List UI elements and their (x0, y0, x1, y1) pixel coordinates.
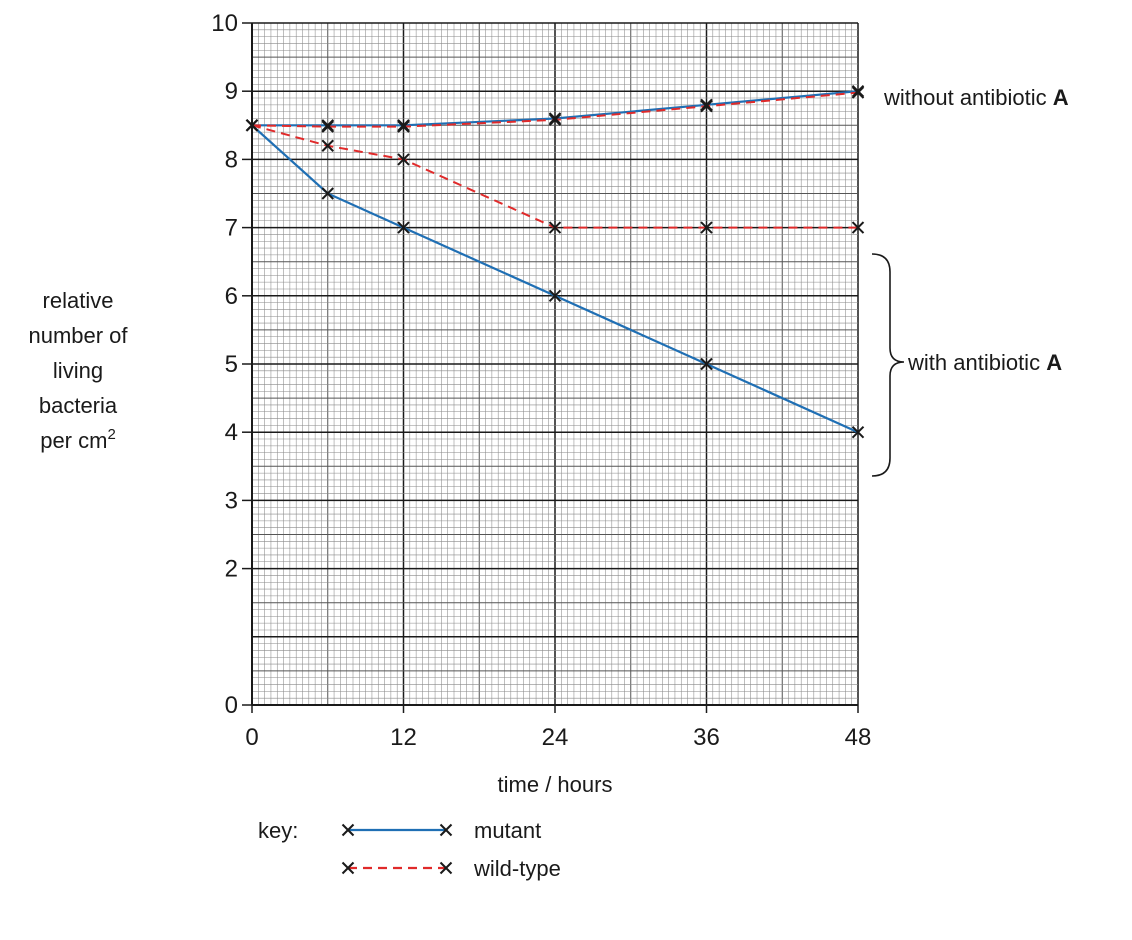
y-tick-label: 9 (225, 78, 238, 105)
data-point-mutant (700, 357, 713, 371)
x-tick-label: 36 (693, 724, 720, 751)
series (245, 84, 865, 439)
annotation-without-antibiotic: without antibiotic A (883, 85, 1069, 110)
x-axis-label: time / hours (498, 772, 613, 797)
data-point-wild-type (700, 221, 713, 234)
data-point-wild-type (700, 99, 713, 113)
y-axis-label-line: living (53, 358, 103, 383)
y-axis-label-line: bacteria (39, 393, 118, 418)
x-tick-label: 24 (542, 724, 569, 751)
data-point-wild-type (851, 86, 865, 99)
data-point-wild-type (548, 113, 562, 127)
legend-label-mutant: mutant (474, 818, 541, 843)
x-tick-label: 0 (245, 724, 258, 751)
legend-title: key: (258, 818, 298, 843)
series-line-wild-type (251, 124, 858, 229)
data-point-mutant (851, 425, 865, 439)
series-line-mutant (251, 124, 859, 434)
y-axis-label-line: relative (43, 288, 114, 313)
legend-marker-mutant (439, 823, 453, 837)
annotation-without-bold: A (1053, 85, 1069, 110)
y-tick-label: 4 (225, 419, 238, 446)
y-axis-label-line: number of (28, 323, 128, 348)
y-axis-label: relative number of living bacteria per c… (28, 288, 128, 453)
data-point-wild-type (397, 120, 410, 133)
series-line-mutant (252, 90, 859, 127)
legend-marker-mutant (341, 823, 355, 837)
y-tick-label: 3 (225, 487, 238, 514)
data-point-wild-type (548, 221, 562, 234)
legend-label-wild-type: wild-type (473, 856, 561, 881)
y-axis-label-superscript: 2 (107, 426, 115, 443)
data-point-wild-type (397, 153, 410, 166)
data-point-mutant (397, 221, 410, 234)
y-tick-label: 10 (211, 10, 238, 37)
y-tick-label: 0 (225, 692, 238, 719)
legend-marks (341, 823, 453, 875)
y-tick-label: 8 (225, 146, 238, 173)
y-tick-label: 6 (225, 283, 238, 310)
legend-marker-wild-type (341, 861, 355, 875)
data-point-mutant (321, 187, 334, 200)
y-axis-label-unit: per cm (40, 428, 107, 453)
data-point-wild-type (321, 120, 334, 133)
annotation-with-bold: A (1046, 350, 1062, 375)
data-point-wild-type (321, 139, 334, 152)
x-tick-label: 12 (390, 724, 417, 751)
y-tick-label: 2 (225, 556, 238, 583)
annotation-with-text: with antibiotic (907, 350, 1046, 375)
axes: 0 2 3 4 5 6 7 8 9 10 0 12 24 36 48 (211, 10, 871, 751)
y-axis-label-line: per cm2 (40, 426, 116, 453)
x-tick-label: 48 (845, 724, 872, 751)
annotation-without-text: without antibiotic (883, 85, 1053, 110)
y-tick-label: 7 (225, 215, 238, 242)
legend: key: mutant wild-type (258, 818, 561, 881)
annotation-with-antibiotic: with antibiotic A (907, 350, 1062, 375)
data-point-mutant (548, 289, 562, 303)
grid (251, 22, 859, 706)
data-point-mutant (245, 119, 259, 132)
y-tick-label: 5 (225, 351, 238, 378)
brace (871, 253, 905, 477)
data-point-wild-type (851, 221, 865, 234)
legend-marker-wild-type (439, 861, 453, 875)
series-line-wild-type (251, 91, 859, 128)
